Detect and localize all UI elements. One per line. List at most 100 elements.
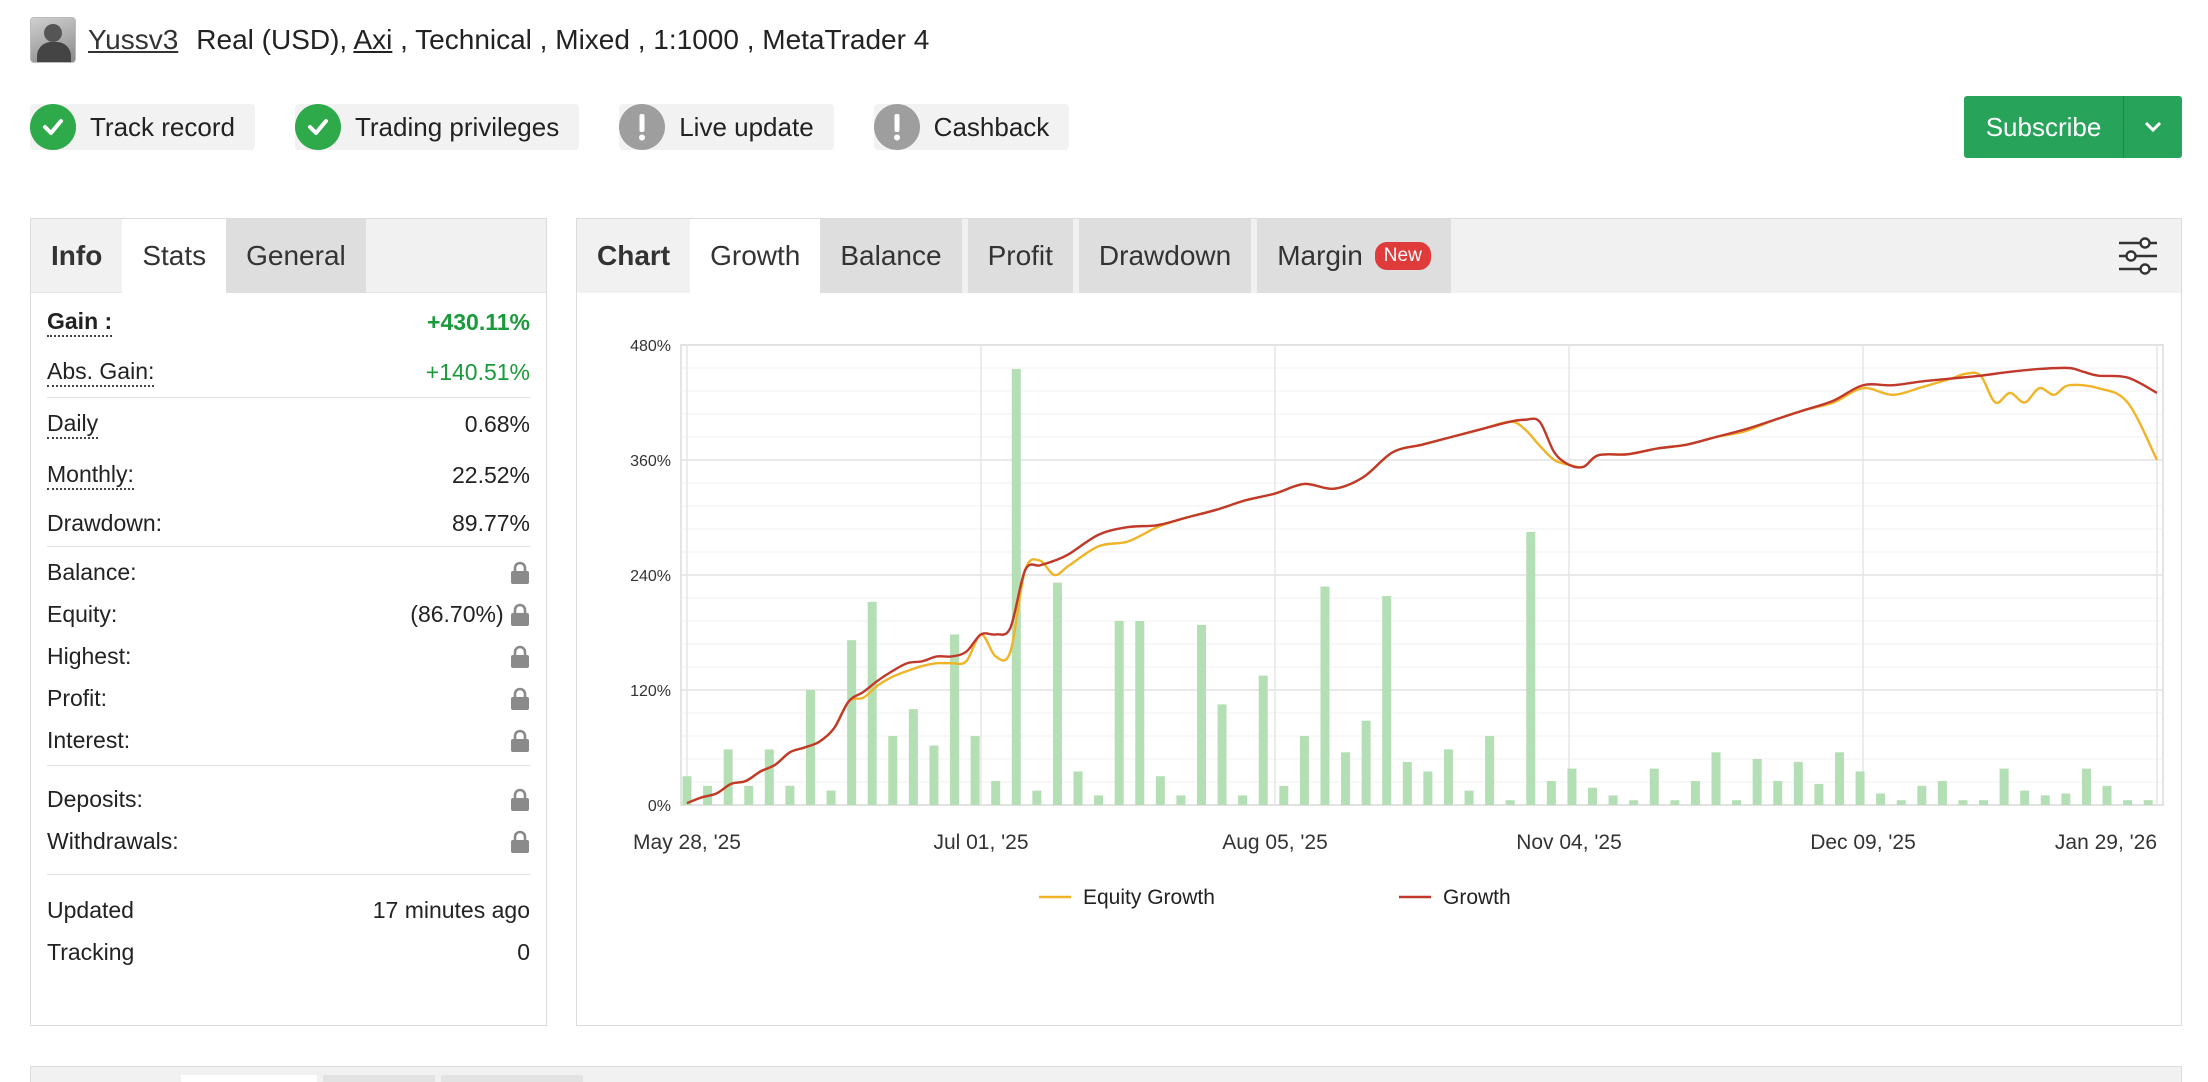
- chart-bar: [1937, 781, 1947, 805]
- stat-abs-gain: Abs. Gain: +140.51%: [47, 347, 530, 397]
- account-header: Yussv3 Real (USD), Axi , Technical , Mix…: [30, 17, 929, 63]
- x-tick-label: May 28, '25: [633, 831, 741, 854]
- chart-bar: [1464, 790, 1474, 805]
- check-icon: [30, 104, 76, 150]
- lock-icon[interactable]: [510, 603, 530, 627]
- subscribe-button[interactable]: Subscribe: [1964, 96, 2124, 158]
- chart-bar: [1834, 752, 1844, 805]
- subscribe-button-group: Subscribe: [1964, 96, 2182, 158]
- stat-tracking: Tracking 0: [47, 931, 530, 973]
- lock-icon[interactable]: [510, 786, 530, 813]
- divider: [47, 765, 530, 766]
- y-axis: 480% 360% 240% 120% 0%: [630, 338, 671, 815]
- tab-margin[interactable]: Margin New: [1257, 219, 1451, 293]
- chart-bar: [1546, 781, 1556, 805]
- stat-label: Updated: [47, 896, 134, 923]
- y-tick-label: 360%: [630, 453, 671, 470]
- chart-bar: [1423, 771, 1433, 805]
- chart-bar: [1341, 752, 1351, 805]
- stat-label: Tracking: [47, 938, 135, 965]
- chart-settings-icon[interactable]: [2117, 235, 2159, 277]
- stat-label[interactable]: Gain :: [47, 308, 113, 337]
- chart-bar: [2102, 785, 2112, 805]
- chart-bar: [1238, 795, 1248, 805]
- stats-panel: Info Stats General Gain : +430.11% Abs. …: [30, 218, 547, 1026]
- chart-bar: [744, 785, 754, 805]
- badge-label: Track record: [90, 111, 235, 142]
- chart-bar: [888, 736, 898, 805]
- stat-value: (86.70%): [410, 600, 504, 627]
- lock-icon[interactable]: [510, 828, 530, 855]
- lock-icon[interactable]: [510, 727, 530, 754]
- divider: [47, 874, 530, 875]
- lock-icon[interactable]: [510, 685, 530, 712]
- next-section-header: [30, 1066, 2182, 1082]
- stat-deposits: Deposits:: [47, 778, 530, 820]
- badge-label: Cashback: [933, 111, 1050, 142]
- chart-bar: [1299, 736, 1309, 805]
- chart-bar: [1690, 781, 1700, 805]
- badge-label: Trading privileges: [354, 111, 560, 142]
- chart-legend: Equity Growth Growth: [1039, 886, 1511, 909]
- subscribe-dropdown-toggle[interactable]: [2124, 96, 2182, 158]
- tab-growth[interactable]: Growth: [690, 219, 821, 293]
- stat-label: Profit:: [47, 684, 108, 711]
- x-tick-label: Jan 29, '26: [2055, 831, 2157, 854]
- legend-label: Equity Growth: [1083, 886, 1215, 909]
- badge-track-record[interactable]: Track record: [30, 104, 255, 150]
- username-link[interactable]: Yussv3: [88, 24, 179, 55]
- divider: [47, 397, 530, 398]
- badge-trading-privileges[interactable]: Trading privileges: [294, 104, 580, 150]
- chart-tabs: Chart Growth Balance Profit Drawdown Mar…: [577, 219, 2181, 293]
- chart-bar: [2123, 800, 2133, 805]
- badge-live-update[interactable]: Live update: [619, 104, 834, 150]
- x-tick-label: Nov 04, '25: [1516, 831, 1622, 854]
- badge-cashback[interactable]: Cashback: [873, 104, 1070, 150]
- chart-bar: [1443, 749, 1453, 805]
- chart-bar: [847, 640, 857, 805]
- chart-bar: [1197, 624, 1206, 805]
- tab-chart[interactable]: Chart: [597, 240, 671, 271]
- stat-label: Balance:: [47, 558, 137, 585]
- stat-label[interactable]: Abs. Gain:: [47, 358, 155, 387]
- stat-value: 17 minutes ago: [372, 896, 530, 923]
- stat-label: Equity:: [47, 600, 118, 627]
- stat-label[interactable]: Monthly:: [47, 461, 134, 490]
- lock-icon[interactable]: [510, 643, 530, 670]
- chart-bar: [1011, 368, 1021, 805]
- stat-value: 0.68%: [464, 410, 530, 437]
- chart-bar: [1258, 675, 1268, 805]
- stat-label: Drawdown:: [47, 509, 163, 536]
- stat-label: Withdrawals:: [47, 827, 179, 854]
- chart-bar: [1896, 800, 1906, 805]
- chart-bar: [1155, 776, 1165, 805]
- tab-stats[interactable]: Stats: [122, 219, 227, 293]
- tab-balance[interactable]: Balance: [820, 219, 962, 293]
- chart-bar: [682, 776, 692, 805]
- chart-bar: [1052, 582, 1062, 805]
- chart-bar: [1402, 761, 1412, 805]
- lock-icon[interactable]: [510, 559, 530, 586]
- growth-chart[interactable]: 480% 360% 240% 120% 0% May 28, '25 Jul 01, '2…: [577, 293, 2181, 1023]
- stat-value: +430.11%: [427, 308, 530, 335]
- chart-bar: [1320, 586, 1330, 805]
- chart-bar: [764, 749, 774, 805]
- tab-info[interactable]: Info: [51, 240, 103, 271]
- tab-drawdown[interactable]: Drawdown: [1078, 219, 1252, 293]
- x-tick-label: Aug 05, '25: [1222, 831, 1328, 854]
- stat-monthly: Monthly: 22.52%: [47, 450, 530, 500]
- stat-label: Interest:: [47, 726, 131, 753]
- chart-bar: [1979, 800, 1989, 805]
- broker-link[interactable]: Axi: [353, 24, 393, 55]
- stat-value-locked: (86.70%): [410, 601, 530, 628]
- badge-label: Live update: [679, 111, 814, 142]
- tab-general[interactable]: General: [226, 219, 366, 293]
- user-avatar[interactable]: [30, 17, 76, 63]
- new-badge: New: [1374, 242, 1431, 270]
- chart-bar: [1135, 621, 1145, 805]
- tab-profit[interactable]: Profit: [967, 219, 1073, 293]
- stat-value: +140.51%: [425, 358, 530, 385]
- account-info: Real (USD), Axi , Technical , Mixed , 1:…: [196, 24, 929, 56]
- chart-bar: [867, 601, 877, 805]
- stat-label[interactable]: Daily: [47, 410, 99, 439]
